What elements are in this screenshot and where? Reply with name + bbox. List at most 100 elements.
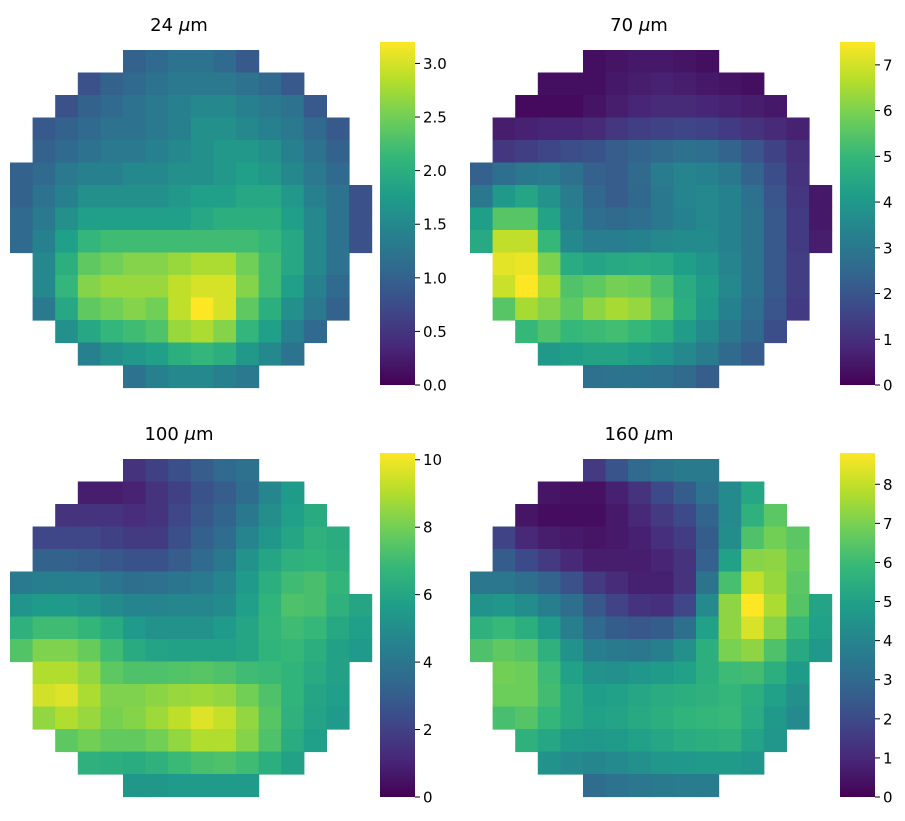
heatmap-cell (605, 751, 629, 775)
heatmap-cell (515, 252, 539, 276)
heatmap-cell (786, 526, 810, 550)
heatmap-cell (145, 504, 169, 528)
heatmap-cell (650, 50, 674, 74)
heatmap-cell (77, 594, 101, 618)
heatmap-cell (258, 140, 282, 164)
heatmap-cell (560, 275, 584, 299)
heatmap-cell (696, 706, 720, 730)
heatmap-cell (213, 594, 237, 618)
heatmap-cell (100, 275, 124, 299)
heatmap-cell (605, 549, 629, 573)
heatmap-cell (145, 729, 169, 753)
heatmap-cell (55, 207, 79, 231)
heatmap-cell (145, 639, 169, 663)
heatmap-cell (236, 365, 260, 389)
heatmap-cell (492, 616, 516, 640)
heatmap-cell (605, 774, 629, 798)
heatmap-cell (281, 72, 305, 96)
heatmap-cell (763, 320, 787, 344)
heatmap-cell (281, 594, 305, 618)
heatmap-cell (168, 117, 192, 141)
heatmap-cell (605, 706, 629, 730)
heatmap-cell (145, 459, 169, 483)
heatmap-cell (32, 571, 56, 595)
heatmap-cell (560, 185, 584, 209)
heatmap-cell (763, 162, 787, 186)
heatmap-cell (763, 706, 787, 730)
heatmap-cell (303, 95, 327, 119)
heatmap-cell (605, 639, 629, 663)
heatmap-cell (190, 706, 214, 730)
colorbar: 0 1 2 3 4 5 6 7 (840, 42, 893, 395)
heatmap-cell (213, 526, 237, 550)
colorbar-tick-label: 2.5 (423, 109, 447, 127)
heatmap-cell (515, 117, 539, 141)
heatmap-cell (32, 684, 56, 708)
heatmap-cell (786, 162, 810, 186)
heatmap-cell (515, 526, 539, 550)
heatmap-cell (303, 162, 327, 186)
heatmap-cell (55, 684, 79, 708)
heatmap-cell (236, 230, 260, 254)
heatmap-cell (258, 549, 282, 573)
heatmap-cell (258, 661, 282, 685)
heatmap-cell (145, 526, 169, 550)
heatmap-cell (560, 140, 584, 164)
heatmap-cell (258, 320, 282, 344)
heatmap-cell (492, 140, 516, 164)
heatmap-cell (718, 185, 742, 209)
heatmap-cell (560, 616, 584, 640)
heatmap-cell (718, 639, 742, 663)
heatmap-cell (77, 481, 101, 505)
heatmap-cell (628, 459, 652, 483)
heatmap-cell (515, 320, 539, 344)
heatmap-cell (560, 72, 584, 96)
heatmap-cell (763, 594, 787, 618)
heatmap-cell (583, 140, 607, 164)
heatmap-panel-160um: 160 μm 0 1 2 3 4 5 6 7 8 (470, 424, 893, 807)
colorbar-tick-label: 2 (423, 721, 433, 739)
heatmap-cell (696, 661, 720, 685)
heatmap-cell (786, 571, 810, 595)
heatmap-cell (628, 252, 652, 276)
heatmap-cell (77, 140, 101, 164)
heatmap-cell (650, 230, 674, 254)
heatmap-cell (213, 706, 237, 730)
heatmap-cell (303, 297, 327, 321)
heatmap-cell (673, 342, 697, 366)
heatmap-cell (696, 297, 720, 321)
heatmap-cell (77, 706, 101, 730)
heatmap-cell (77, 549, 101, 573)
heatmap-cell (537, 252, 561, 276)
heatmap-cell (650, 526, 674, 550)
heatmap-cell (213, 275, 237, 299)
heatmap-cell (123, 230, 147, 254)
heatmap-cell (560, 504, 584, 528)
heatmap-cells (10, 50, 373, 389)
colorbar-tick-label: 3 (883, 671, 893, 689)
heatmap-cell (168, 50, 192, 74)
heatmap-cell (470, 230, 494, 254)
heatmap-cell (763, 526, 787, 550)
heatmap-cell (515, 95, 539, 119)
heatmap-cell (213, 320, 237, 344)
colorbar-tick-label: 0.0 (423, 377, 447, 395)
heatmap-cell (32, 185, 56, 209)
colorbar: 0 2 4 6 8 10 (380, 451, 442, 807)
heatmap-cell (236, 729, 260, 753)
heatmap-cell (55, 729, 79, 753)
heatmap-cell (32, 207, 56, 231)
heatmap-cell (168, 162, 192, 186)
heatmap-cell (303, 661, 327, 685)
heatmap-cell (515, 230, 539, 254)
heatmap-cell (583, 459, 607, 483)
heatmap-cell (605, 661, 629, 685)
colorbar-tick-label: 4 (883, 632, 893, 650)
heatmap-cells (470, 50, 833, 389)
heatmap-cell (650, 549, 674, 573)
heatmap-cell (605, 140, 629, 164)
heatmap-cell (236, 72, 260, 96)
heatmap-cell (560, 342, 584, 366)
heatmap-cell (492, 162, 516, 186)
